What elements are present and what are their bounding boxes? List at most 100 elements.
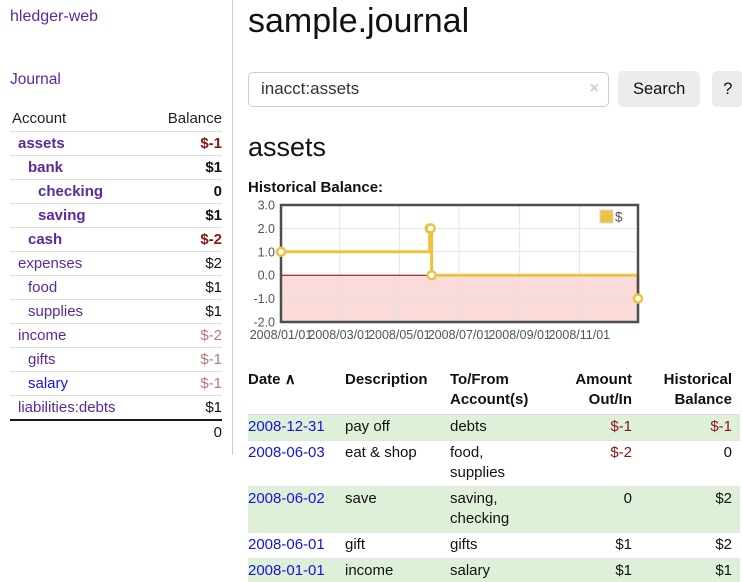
accounts-header-row: Account Balance	[10, 107, 222, 132]
search-input[interactable]	[248, 71, 609, 107]
account-balance: $1	[148, 275, 222, 300]
historical-balance-chart: $3.0 2.0 1.0 0.0 -1.0 -2.0 2008/01/01 2008/03/0…	[248, 199, 742, 350]
column-header-balance: Historical Balance	[640, 366, 740, 415]
svg-text:2008/11/01: 2008/11/01	[548, 328, 610, 342]
account-link-liabilities-debts[interactable]: liabilities:debts	[18, 399, 116, 416]
account-link-food[interactable]: food	[28, 279, 58, 296]
transaction-row: 2008-01-01 income salary $1 $1	[248, 558, 740, 582]
transaction-date-link[interactable]: 2008-06-03	[248, 444, 325, 461]
transaction-balance: $2	[640, 486, 740, 533]
page-title: sample.journal	[248, 2, 470, 40]
app-brand-link[interactable]: hledger-web	[10, 8, 99, 25]
sidebar: hledger-web Journal Account Balance asse…	[0, 0, 233, 455]
account-balance: $1	[148, 299, 222, 324]
transaction-date-link[interactable]: 2008-01-01	[248, 562, 325, 579]
sort-ascending-icon: ∧	[284, 371, 296, 388]
transaction-accounts: food, supplies	[450, 440, 550, 487]
help-button[interactable]: ?	[712, 71, 742, 107]
account-title: assets	[248, 132, 327, 162]
transaction-accounts: salary	[450, 558, 550, 582]
transaction-date-link[interactable]: 2008-06-01	[248, 536, 325, 553]
account-balance: $-2	[148, 323, 222, 348]
account-row-income: income $-2	[10, 323, 222, 348]
search-form: × Search ?	[248, 71, 742, 107]
account-row-supplies: supplies $1	[10, 299, 222, 324]
search-box: ×	[248, 71, 609, 107]
account-balance: $2	[148, 251, 222, 276]
account-link-income[interactable]: income	[18, 327, 67, 344]
account-row-saving: saving $1	[10, 203, 222, 228]
accounts-table: Account Balance assets $-1 bank $1 check…	[10, 107, 222, 444]
transaction-accounts: gifts	[450, 532, 550, 559]
account-balance: $-2	[148, 227, 222, 252]
svg-text:2008/09/01: 2008/09/01	[488, 328, 551, 342]
transaction-date-link[interactable]: 2008-06-02	[248, 490, 325, 507]
transaction-balance: $-1	[640, 414, 740, 441]
transaction-accounts: saving, checking	[450, 486, 550, 533]
accounts-total-balance: 0	[148, 419, 222, 444]
account-balance: $1	[148, 155, 222, 180]
svg-text:2008/07/01: 2008/07/01	[428, 328, 491, 342]
account-balance: $-1	[148, 131, 222, 156]
account-link-supplies[interactable]: supplies	[28, 303, 84, 320]
clear-search-icon[interactable]: ×	[589, 79, 599, 97]
transaction-balance: $1	[640, 558, 740, 582]
transaction-row: 2008-06-03 eat & shop food, supplies $-2…	[248, 440, 740, 487]
transaction-balance: 0	[640, 440, 740, 487]
account-link-bank[interactable]: bank	[28, 159, 64, 176]
svg-text:1.0: 1.0	[258, 245, 275, 259]
account-row-food: food $1	[10, 275, 222, 300]
transaction-accounts: debts	[450, 414, 550, 441]
transaction-amount: $1	[550, 558, 640, 582]
transaction-description: pay off	[345, 414, 450, 441]
svg-text:2008/03/01: 2008/03/01	[308, 328, 371, 342]
account-link-gifts[interactable]: gifts	[28, 351, 56, 368]
account-link-checking[interactable]: checking	[38, 183, 104, 200]
transaction-amount: $1	[550, 532, 640, 559]
account-row-liabilities-debts: liabilities:debts $1	[10, 395, 222, 420]
transaction-description: gift	[345, 532, 450, 559]
accounts-header-account: Account	[12, 110, 67, 127]
column-header-amount: Amount Out/In	[550, 366, 640, 415]
column-header-date[interactable]: Date ∧	[248, 366, 345, 415]
svg-text:2008/01/01: 2008/01/01	[250, 328, 313, 342]
svg-text:2.0: 2.0	[258, 222, 275, 236]
transactions-table: Date ∧ Description To/From Account(s) Am…	[248, 366, 740, 582]
column-header-description: Description	[345, 366, 450, 415]
svg-text:$: $	[615, 210, 623, 225]
transaction-date-link[interactable]: 2008-12-31	[248, 418, 325, 435]
transaction-row: 2008-06-02 save saving, checking 0 $2	[248, 486, 740, 533]
transaction-amount: 0	[550, 486, 640, 533]
account-link-saving[interactable]: saving	[38, 207, 86, 224]
account-row-assets: assets $-1	[10, 131, 222, 156]
account-link-cash[interactable]: cash	[28, 231, 63, 248]
transaction-description: income	[345, 558, 450, 582]
account-link-salary[interactable]: salary	[28, 375, 69, 392]
svg-text:2008/05/01: 2008/05/01	[368, 328, 431, 342]
account-row-bank: bank $1	[10, 155, 222, 180]
account-link-assets[interactable]: assets	[18, 135, 65, 152]
transaction-description: save	[345, 486, 450, 533]
transactions-header-row: Date ∧ Description To/From Account(s) Am…	[248, 366, 740, 415]
nav-journal-link[interactable]: Journal	[10, 71, 61, 88]
search-button[interactable]: Search	[618, 71, 701, 107]
main-content: sample.journal × Search ? assets Histori…	[233, 0, 742, 582]
transaction-row: 2008-06-01 gift gifts $1 $2	[248, 532, 740, 559]
accounts-header-balance: Balance	[167, 110, 222, 127]
account-row-gifts: gifts $-1	[10, 347, 222, 372]
transaction-row: 2008-12-31 pay off debts $-1 $-1	[248, 414, 740, 441]
account-balance: $1	[148, 395, 222, 420]
svg-text:-1.0: -1.0	[253, 292, 275, 306]
chart-title: Historical Balance:	[248, 179, 384, 196]
account-balance: $-1	[148, 347, 222, 372]
transaction-balance: $2	[640, 532, 740, 559]
account-row-salary: salary $-1	[10, 371, 222, 396]
account-link-expenses[interactable]: expenses	[18, 255, 83, 272]
transaction-amount: $-1	[550, 414, 640, 441]
account-balance: $1	[148, 203, 222, 228]
account-balance: 0	[148, 179, 222, 204]
transaction-description: eat & shop	[345, 440, 450, 487]
svg-text:-2.0: -2.0	[253, 316, 275, 330]
svg-text:0.0: 0.0	[258, 269, 275, 283]
